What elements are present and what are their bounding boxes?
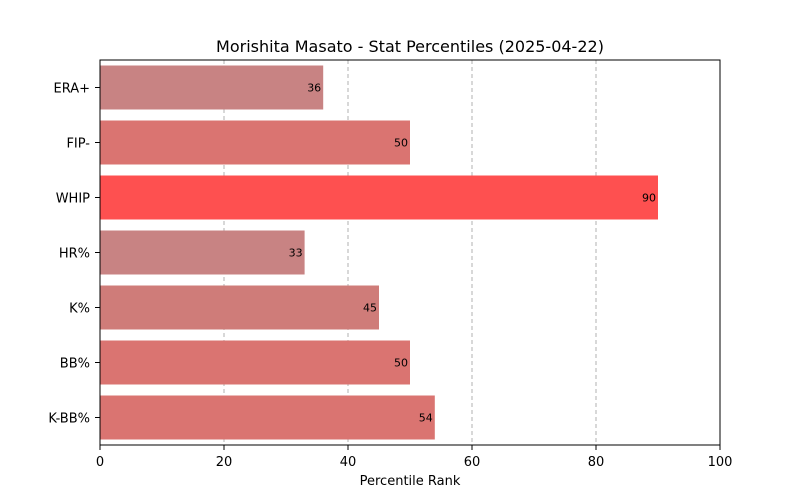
bar-value-label: 54 xyxy=(419,412,433,425)
y-tick-label: K-BB% xyxy=(48,412,90,427)
y-tick-label: K% xyxy=(69,302,90,317)
bar xyxy=(100,175,658,220)
y-axis-ticks: ERA+ FIP- WHIP HR% K% BB% K-BB% xyxy=(48,82,100,427)
bar-value-label: 36 xyxy=(307,82,321,95)
y-tick-label: HR% xyxy=(59,247,90,262)
chart-title: Morishita Masato - Stat Percentiles (202… xyxy=(216,37,604,56)
bar xyxy=(100,285,379,330)
x-axis-ticks: 0 20 40 60 80 100 xyxy=(96,445,733,470)
bar-value-label: 33 xyxy=(289,247,303,260)
y-tick-label: ERA+ xyxy=(53,82,90,97)
bar xyxy=(100,230,305,275)
x-tick-label: 100 xyxy=(708,455,733,470)
bar xyxy=(100,340,410,385)
bar xyxy=(100,120,410,165)
x-tick-label: 60 xyxy=(464,455,481,470)
bar-value-label: 50 xyxy=(394,357,408,370)
y-tick-label: BB% xyxy=(60,357,90,372)
x-tick-label: 40 xyxy=(340,455,357,470)
bar xyxy=(100,65,324,110)
bar-value-label: 90 xyxy=(642,192,656,205)
bar-value-label: 50 xyxy=(394,137,408,150)
x-tick-label: 0 xyxy=(96,455,104,470)
bars: 36 50 90 33 45 50 54 xyxy=(100,65,658,440)
y-tick-label: WHIP xyxy=(56,192,90,207)
x-tick-label: 20 xyxy=(216,455,233,470)
bar xyxy=(100,395,435,440)
y-tick-label: FIP- xyxy=(66,137,90,152)
bar-value-label: 45 xyxy=(363,302,377,315)
x-axis-label: Percentile Rank xyxy=(360,474,461,489)
x-tick-label: 80 xyxy=(588,455,605,470)
